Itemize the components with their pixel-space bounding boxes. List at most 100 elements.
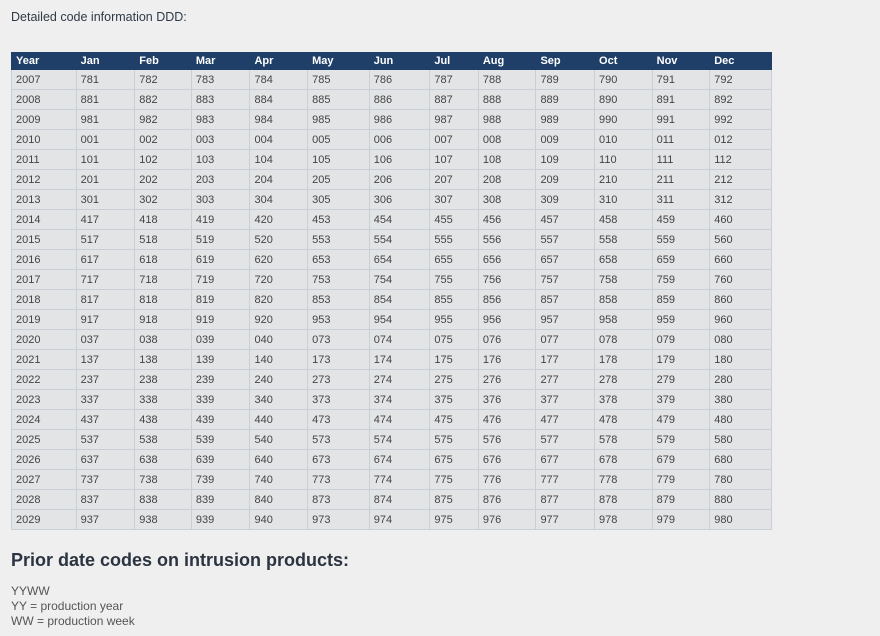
table-row: 2007 781 782 783 784 785 786 787 788 789 790 791 792 xyxy=(11,69,772,90)
code-cell: 673 xyxy=(307,449,370,470)
code-cell: 109 xyxy=(535,149,596,170)
code-cell: 201 xyxy=(75,169,136,190)
code-cell: 375 xyxy=(429,389,479,410)
table-row: 2016 617 618 619 620 653 654 655 656 657 658 659 660 xyxy=(11,249,772,270)
code-cell: 376 xyxy=(477,389,537,410)
code-cell: 577 xyxy=(535,429,596,450)
code-cell: 074 xyxy=(368,329,431,350)
code-cell: 277 xyxy=(535,369,596,390)
code-cell: 839 xyxy=(190,489,251,510)
code-cell: 305 xyxy=(307,189,370,210)
code-cell: 280 xyxy=(709,369,772,390)
code-cell: 576 xyxy=(477,429,537,450)
code-cell: 377 xyxy=(535,389,596,410)
year-cell: 2015 xyxy=(11,229,77,250)
code-cell: 838 xyxy=(134,489,192,510)
code-cell: 417 xyxy=(75,209,136,230)
code-cell: 774 xyxy=(368,469,431,490)
code-cell: 075 xyxy=(429,329,479,350)
code-cell: 179 xyxy=(651,349,711,370)
code-cell: 140 xyxy=(249,349,309,370)
code-cell: 240 xyxy=(249,369,309,390)
code-cell: 038 xyxy=(134,329,192,350)
code-cell: 840 xyxy=(249,489,309,510)
code-cell: 753 xyxy=(307,269,370,290)
code-cell: 205 xyxy=(307,169,370,190)
code-cell: 440 xyxy=(249,409,309,430)
code-cell: 273 xyxy=(307,369,370,390)
code-cell: 618 xyxy=(134,249,192,270)
code-cell: 554 xyxy=(368,229,431,250)
code-cell: 460 xyxy=(709,209,772,230)
code-cell: 675 xyxy=(429,449,479,470)
code-cell: 617 xyxy=(75,249,136,270)
code-cell: 102 xyxy=(134,149,192,170)
code-cell: 891 xyxy=(651,89,711,110)
year-cell: 2017 xyxy=(11,269,77,290)
year-cell: 2025 xyxy=(11,429,77,450)
code-cell: 989 xyxy=(535,109,596,130)
code-cell: 884 xyxy=(249,89,309,110)
code-cell: 955 xyxy=(429,309,479,330)
code-cell: 790 xyxy=(594,69,653,90)
code-cell: 039 xyxy=(190,329,251,350)
year-cell: 2010 xyxy=(11,129,77,150)
code-cell: 985 xyxy=(307,109,370,130)
code-cell: 558 xyxy=(594,229,653,250)
code-cell: 957 xyxy=(535,309,596,330)
code-cell: 111 xyxy=(651,149,711,170)
year-cell: 2013 xyxy=(11,189,77,210)
table-row: 2025 537 538 539 540 573 574 575 576 577 578 579 580 xyxy=(11,429,772,450)
code-cell: 954 xyxy=(368,309,431,330)
code-cell: 076 xyxy=(477,329,537,350)
code-cell: 304 xyxy=(249,189,309,210)
table-row: 2019 917 918 919 920 953 954 955 956 957 958 959 960 xyxy=(11,309,772,330)
code-cell: 475 xyxy=(429,409,479,430)
code-cell: 553 xyxy=(307,229,370,250)
code-cell: 173 xyxy=(307,349,370,370)
code-cell: 379 xyxy=(651,389,711,410)
year-cell: 2024 xyxy=(11,409,77,430)
note-format: YYWW xyxy=(11,584,50,598)
column-header-oct: Oct xyxy=(594,52,653,70)
code-cell: 302 xyxy=(134,189,192,210)
code-cell: 886 xyxy=(368,89,431,110)
year-cell: 2009 xyxy=(11,109,77,130)
code-cell: 680 xyxy=(709,449,772,470)
code-cell: 855 xyxy=(429,289,479,310)
code-cell: 276 xyxy=(477,369,537,390)
code-cell: 719 xyxy=(190,269,251,290)
code-cell: 108 xyxy=(477,149,537,170)
table-row: 2013 301 302 303 304 305 306 307 308 309 310 311 312 xyxy=(11,189,772,210)
code-cell: 785 xyxy=(307,69,370,90)
date-code-table: Year Jan Feb Mar Apr May Jun Jul Aug Sep Oct Nov Dec… xyxy=(11,52,772,530)
code-cell: 992 xyxy=(709,109,772,130)
code-cell: 979 xyxy=(651,509,711,530)
code-cell: 974 xyxy=(368,509,431,530)
year-cell: 2016 xyxy=(11,249,77,270)
code-cell: 758 xyxy=(594,269,653,290)
code-cell: 981 xyxy=(75,109,136,130)
code-cell: 580 xyxy=(709,429,772,450)
table-row: 2021 137 138 139 140 173 174 175 176 177 178 179 180 xyxy=(11,349,772,370)
code-cell: 301 xyxy=(75,189,136,210)
code-cell: 008 xyxy=(477,129,537,150)
code-cell: 874 xyxy=(368,489,431,510)
code-cell: 975 xyxy=(429,509,479,530)
code-cell: 653 xyxy=(307,249,370,270)
code-cell: 006 xyxy=(368,129,431,150)
year-cell: 2021 xyxy=(11,349,77,370)
code-cell: 203 xyxy=(190,169,251,190)
code-cell: 788 xyxy=(477,69,537,90)
code-cell: 177 xyxy=(535,349,596,370)
code-cell: 776 xyxy=(477,469,537,490)
table-row: 2027 737 738 739 740 773 774 775 776 777 778 779 780 xyxy=(11,469,772,490)
year-cell: 2014 xyxy=(11,209,77,230)
table-row: 2011 101 102 103 104 105 106 107 108 109 110 111 112 xyxy=(11,149,772,170)
note-week: WW = production week xyxy=(11,614,135,628)
code-cell: 755 xyxy=(429,269,479,290)
code-cell: 103 xyxy=(190,149,251,170)
code-cell: 983 xyxy=(190,109,251,130)
code-cell: 958 xyxy=(594,309,653,330)
code-cell: 010 xyxy=(594,129,653,150)
